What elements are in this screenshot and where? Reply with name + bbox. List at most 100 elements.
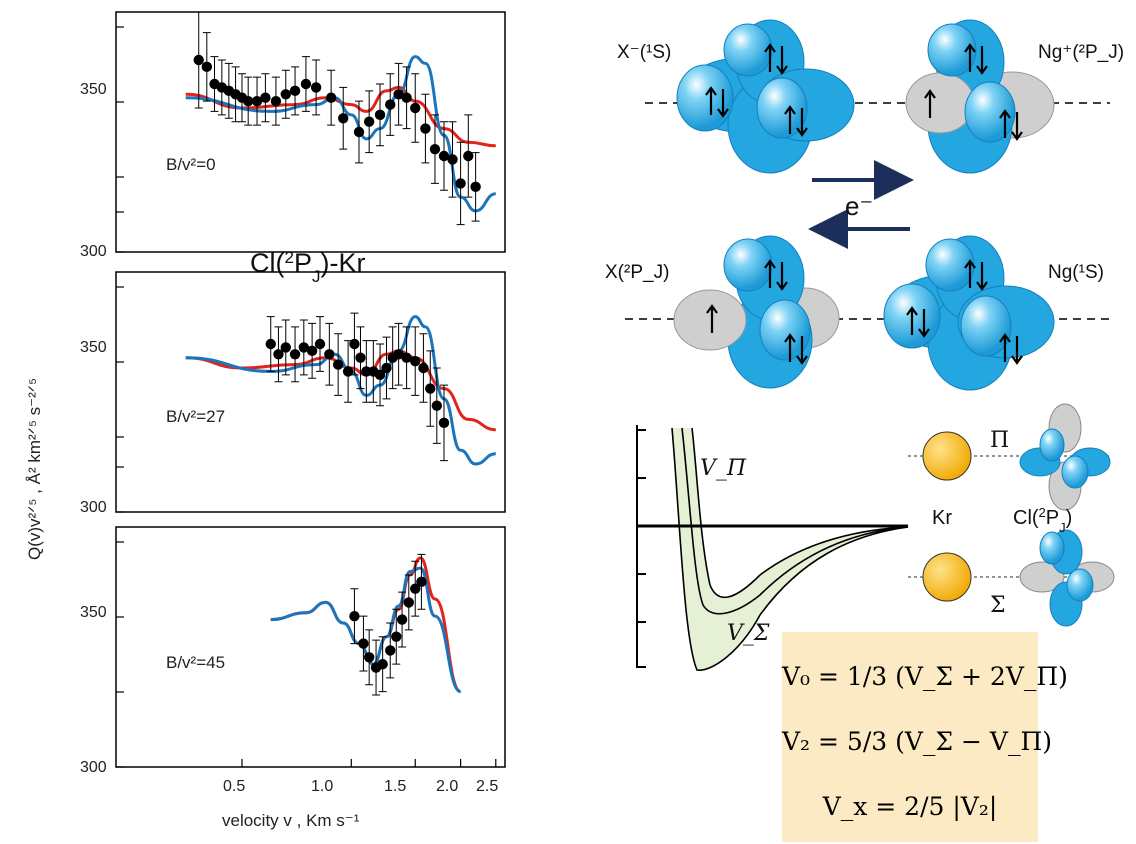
red-curve [185,85,496,148]
y-tick-300: 300 [80,499,107,516]
data-point [310,82,322,93]
data-point [385,99,396,110]
data-point [363,116,375,127]
panel-label-top: B/v²=0 [166,155,216,174]
data-point [270,95,282,107]
red-curve [270,556,462,694]
data-point [374,369,386,381]
y-tick-350: 350 [80,339,107,356]
data-point [425,383,436,394]
data-point [289,85,301,97]
electron-label: e⁻ [845,191,873,221]
x-tick-1.0: 1.0 [311,778,333,795]
panel-label-bottom: B/v²=45 [166,653,225,672]
blue-curve [185,55,497,213]
exchange-diagram: e⁻ X⁻(¹S) Ng⁺(²P_J) X(²P_J) Ng(¹S) [605,19,1124,391]
data-point [280,89,291,100]
label-kr: Kr [932,507,952,529]
equation-v0: V₀ = 1/3 (V_Σ + 2V_Π) [782,662,1068,691]
orbital-ng-plus [905,19,1055,174]
panel-top: 350 300 B/v²=0 [80,11,506,260]
data-point [289,349,301,360]
points-top [193,11,481,226]
data-point [349,338,360,350]
data-point [391,631,402,642]
data-point [353,126,365,138]
panel-frame [115,271,506,513]
equation-vx: V_x = 2/5 |V₂| [822,792,998,821]
x-tick-2.5: 2.5 [476,778,498,795]
data-point [265,338,276,350]
orbital-x-minus [676,19,855,174]
data-point [401,352,412,363]
label-x: X(²P_J) [605,262,669,283]
data-point [298,342,310,353]
tick-marks [116,466,124,768]
x-tick-1.5: 1.5 [384,778,406,795]
potential-diagram: V_Π V_Σ Π Σ Kr Cl(2PJ) [636,403,1115,671]
data-point [325,92,337,103]
data-point [396,614,408,625]
label-ng-plus: Ng⁺(²P_J) [1038,42,1124,63]
data-point [349,610,360,622]
kr-sphere-sigma [922,552,972,602]
data-point [470,181,481,193]
data-point [355,352,366,363]
panel-frame [115,526,506,768]
data-point [410,355,421,367]
tick-marks [116,211,124,513]
kr-sphere-pi [922,431,972,481]
curves-middle [185,315,496,466]
data-point [306,345,318,357]
blue-curve [270,566,462,694]
cl-orbital-pi [1019,403,1111,511]
y-tick-300: 300 [80,243,107,260]
data-point [403,597,414,608]
label-ng: Ng(¹S) [1048,262,1104,283]
data-point [251,95,263,107]
spin-arrows [705,43,1023,365]
data-point [385,645,396,656]
cl-orbital-sigma [1019,529,1115,627]
equation-v2: V₂ = 5/3 (V_Σ − V_Π) [782,727,1053,756]
data-point [338,113,349,124]
data-point [393,89,404,100]
data-point [447,154,458,165]
data-point [193,54,204,66]
data-point [381,362,392,374]
curve-v-pi [691,427,909,599]
points-middle [265,312,450,462]
x-tick-2.0: 2.0 [436,778,458,795]
well-fill [672,428,900,671]
red-curve [185,349,496,432]
data-point [438,150,450,162]
data-point [416,576,427,588]
curve-mid [681,427,909,615]
data-point [363,652,375,663]
system-title: Cl(2PJ)-Kr [250,248,365,286]
data-point [374,109,386,121]
data-point [358,638,369,649]
panel-frame [115,11,506,253]
data-point [242,95,254,107]
tick-marks [116,26,124,253]
data-point [260,92,271,103]
data-point [314,338,326,350]
data-point [410,102,421,114]
data-point [429,143,441,155]
data-point [300,78,312,90]
points-bottom [349,553,427,696]
orbital-x [673,235,840,389]
data-point [401,92,412,103]
data-point [438,417,450,429]
data-point [201,61,213,73]
data-point [332,359,344,370]
y-tick-300: 300 [80,759,107,776]
data-point [420,123,431,134]
data-point [393,349,404,360]
data-point [342,366,354,377]
y-tick-350: 350 [80,81,107,98]
curves-bottom [270,556,462,694]
x-tick-0.5: 0.5 [223,778,245,795]
data-point [280,342,291,353]
